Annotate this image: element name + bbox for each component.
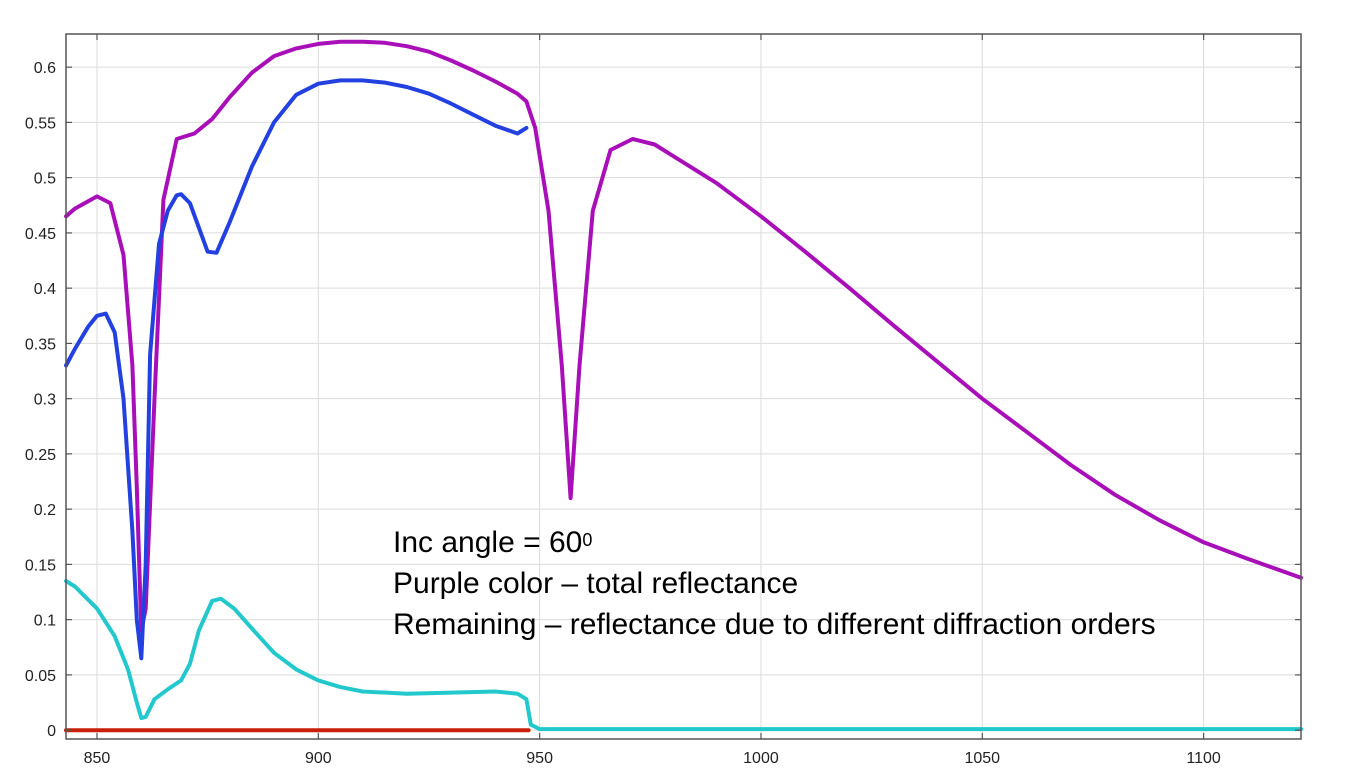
series-line-1 <box>64 39 1303 633</box>
annotation-line-total-reflectance: Purple color – total reflectance <box>393 567 799 600</box>
x-tick-label: 950 <box>526 750 553 767</box>
y-tick-label: 0.15 <box>25 557 56 574</box>
x-tick-label: 1000 <box>743 750 779 767</box>
plot-frame <box>65 33 1302 740</box>
y-tick-label: 0.1 <box>34 613 56 630</box>
annotation-line-diffraction-orders: Remaining – reflectance due to different… <box>393 608 1156 641</box>
y-tick-label: 0 <box>47 723 56 740</box>
y-tick-label: 0.25 <box>25 447 56 464</box>
x-tick-label: 1100 <box>1186 750 1221 767</box>
tick-labels: 850 900 950 1000 1050 1100 0 0.05 0.1 0.15 0.2 0.25… <box>25 60 1221 767</box>
y-tick-label: 0.45 <box>25 226 56 243</box>
x-tick-label: 850 <box>84 750 111 767</box>
tick-marks <box>66 34 1301 739</box>
annotation-angle-text: Inc angle = 60 <box>393 526 583 559</box>
y-tick-label: 0.05 <box>25 668 56 685</box>
y-tick-label: 0.2 <box>34 502 56 519</box>
chart-annotation: Inc angle = 600 Purple color – total ref… <box>393 522 1156 645</box>
y-tick-label: 0.55 <box>25 115 56 132</box>
y-tick-label: 0.35 <box>25 336 56 353</box>
x-tick-label: 1050 <box>964 750 1000 767</box>
grid-lines <box>66 34 1301 739</box>
annotation-line-incidence-angle: Inc angle = 600 <box>393 522 1156 563</box>
series-lines <box>64 39 1303 733</box>
annotation-angle-superscript: 0 <box>582 530 593 550</box>
y-tick-label: 0.6 <box>34 60 56 77</box>
y-tick-label: 0.3 <box>34 392 56 409</box>
series-line-3 <box>64 579 1303 732</box>
y-tick-label: 0.5 <box>34 171 56 188</box>
x-tick-label: 900 <box>305 750 332 767</box>
series-line-2 <box>64 78 529 661</box>
y-tick-label: 0.4 <box>34 281 56 298</box>
